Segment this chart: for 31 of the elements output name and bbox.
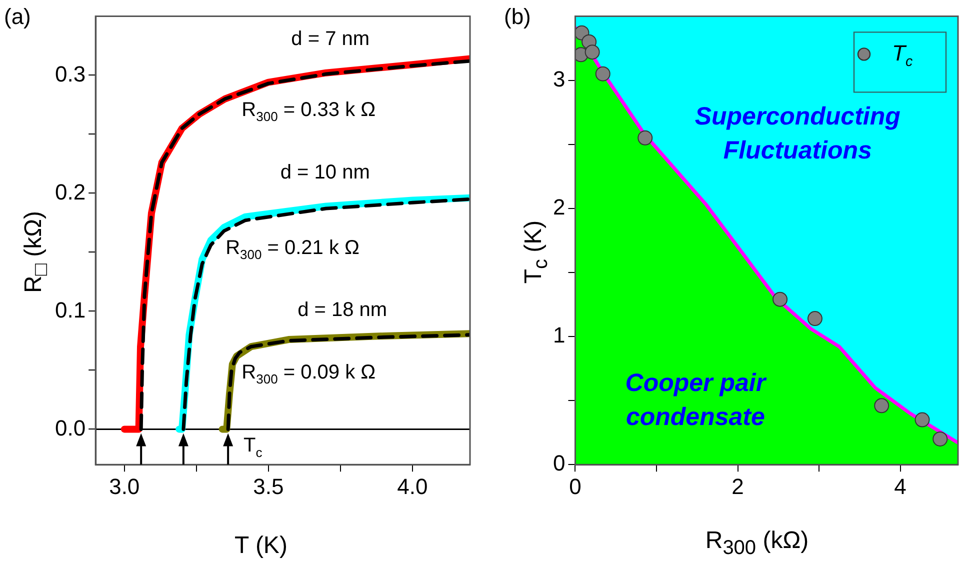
y-tick-label: 0.2 — [54, 179, 86, 204]
y-tick-label: 0.3 — [54, 61, 86, 86]
point — [932, 431, 948, 446]
y-tick-label: 0.1 — [54, 297, 86, 322]
y-tick-label: 3 — [552, 66, 566, 92]
text: (b) — [504, 4, 531, 30]
x-tick-label: 0 — [569, 474, 582, 499]
point — [772, 292, 788, 307]
x-tick-label: 3.0 — [109, 474, 140, 499]
x-axis-title: R$_{300}$ (kΩ) — [704, 527, 810, 560]
point — [874, 398, 890, 414]
x-tick-label: 4.0 — [397, 474, 428, 499]
annotation: d = 10 nm — [280, 162, 370, 184]
y-tick-label: 1 — [552, 322, 566, 348]
point — [638, 130, 653, 146]
y-tick-label: 2 — [552, 194, 566, 220]
point — [914, 412, 930, 428]
point — [595, 66, 610, 82]
y-tick-label: 0.0 — [54, 415, 86, 440]
x-axis-title: T (K) — [234, 532, 288, 560]
annotation: d = 18 nm — [298, 298, 388, 321]
point — [584, 44, 600, 60]
annotation: Cooper pair condensate — [625, 368, 767, 431]
x-tick-label: 3.5 — [253, 474, 284, 499]
text: (a) — [4, 4, 31, 30]
y-tick-label: 0 — [552, 450, 566, 476]
annotation: Superconducting Fluctuations — [694, 102, 900, 164]
x-tick-label: 2 — [732, 474, 744, 499]
x-tick-label: 4 — [894, 474, 906, 499]
annotation: d = 7 nm — [291, 28, 370, 50]
point — [807, 311, 822, 326]
